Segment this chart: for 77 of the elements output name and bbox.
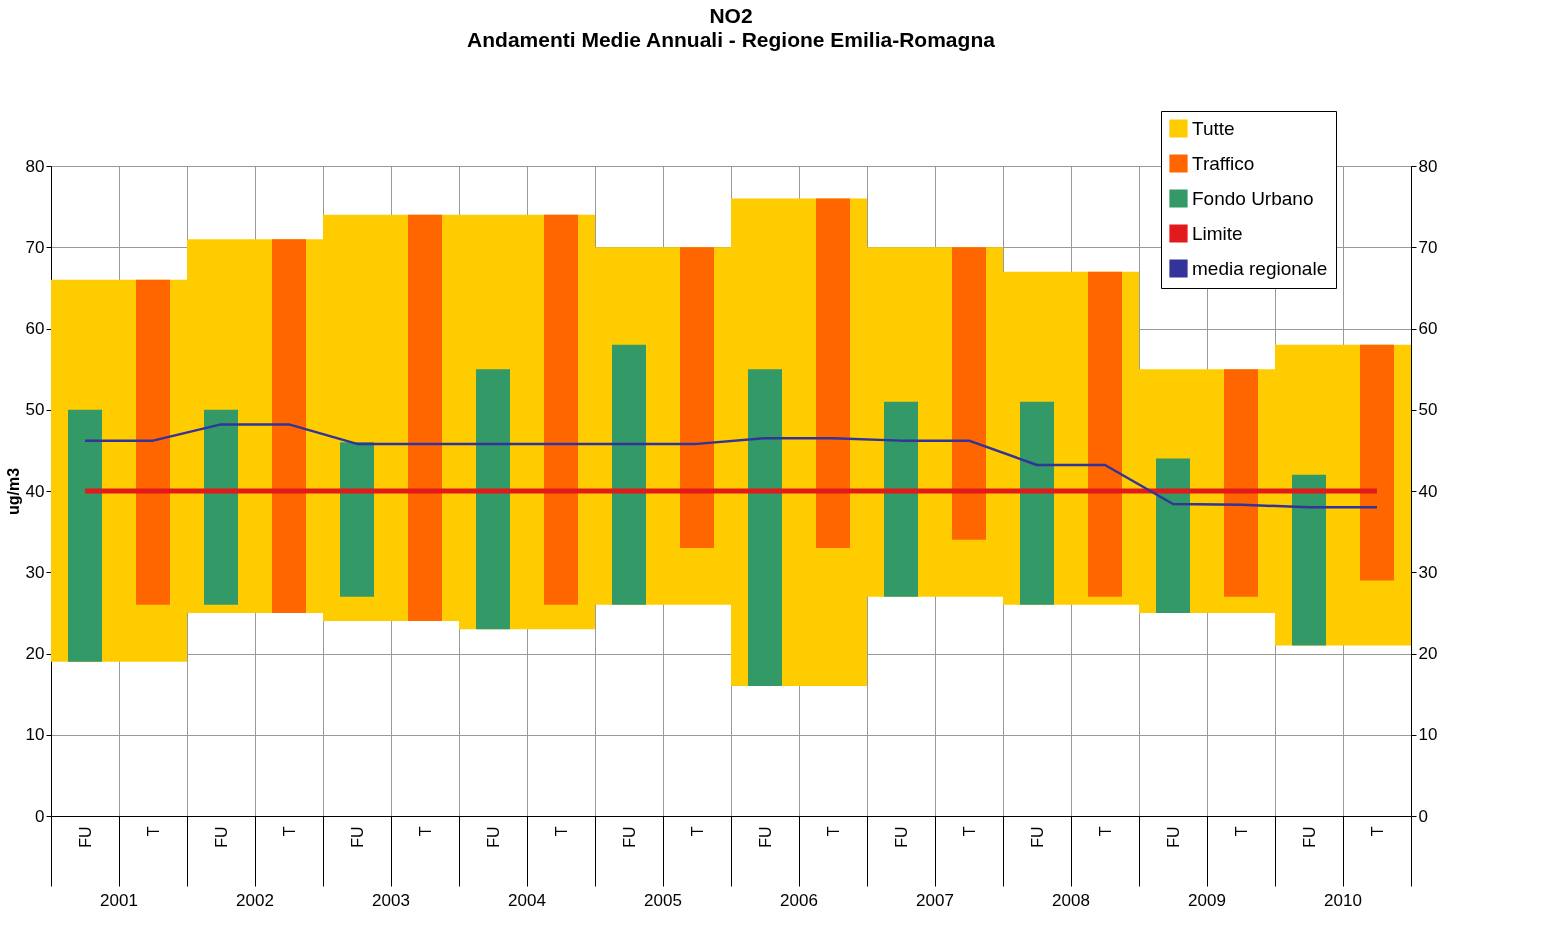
x-tick-label: FU — [484, 826, 502, 848]
x-tick-label: FU — [348, 826, 366, 848]
y2-tick-label: 10 — [1418, 725, 1438, 745]
x-tick-label: FU — [620, 826, 638, 848]
y-axis-title: ug/m3 — [4, 467, 22, 516]
x-tick-label: T — [824, 826, 842, 837]
bar — [1360, 344, 1394, 581]
text: 2005 — [644, 891, 682, 910]
legend-label: Tutte — [1192, 117, 1235, 139]
y2-tick-label: 60 — [1418, 319, 1438, 338]
y2-tick-label: 30 — [1418, 562, 1438, 582]
text: 2002 — [236, 891, 274, 910]
x-tick-label: T — [144, 826, 162, 837]
x-tick-label: T — [280, 826, 298, 837]
bar — [340, 442, 374, 597]
y-tick-label: 50 — [25, 400, 45, 420]
bar — [1224, 369, 1258, 597]
text: 2009 — [1188, 891, 1226, 910]
text: 2010 — [1324, 891, 1362, 910]
text: 2004 — [508, 891, 546, 910]
x-tick-label: T — [1096, 826, 1114, 837]
text: 2007 — [916, 891, 954, 910]
y2-tick-label: 80 — [1418, 156, 1438, 176]
line-series — [83, 423, 1379, 509]
y2-tick-label: 0 — [1418, 806, 1428, 826]
text: 2003 — [372, 891, 410, 910]
y-tick-label: 20 — [25, 644, 45, 663]
x-tick-label: T — [552, 826, 570, 837]
y-tick-label: 60 — [25, 319, 45, 338]
chart-title: NO2 — [709, 3, 753, 27]
text: 2006 — [780, 891, 818, 910]
legend-label: Traffico — [1192, 152, 1255, 174]
bar — [544, 214, 578, 605]
x-tick-label: T — [416, 826, 434, 837]
legend-label: Limite — [1192, 222, 1243, 244]
chart-subtitle: Andamenti Medie Annuali - Regione Emilia-Romagna — [467, 27, 996, 51]
bar — [884, 401, 918, 597]
bar — [204, 409, 238, 605]
text: 2001 — [100, 891, 138, 910]
y-tick-label: 30 — [25, 562, 45, 582]
bar — [1156, 458, 1190, 613]
bar — [1088, 271, 1122, 597]
x-tick-label: FU — [1300, 826, 1318, 848]
y-tick-label: 0 — [35, 806, 45, 826]
bar — [272, 239, 306, 613]
y2-tick-label: 50 — [1418, 400, 1438, 420]
y2-tick-label: 70 — [1418, 237, 1438, 257]
bar — [1020, 401, 1054, 605]
legend-label: Fondo Urbano — [1192, 187, 1314, 209]
y-tick-label: 10 — [25, 725, 45, 745]
bar — [612, 344, 646, 605]
x-tick-label: FU — [1164, 826, 1182, 848]
x-tick-label: T — [1232, 826, 1250, 837]
bar — [680, 247, 714, 548]
legend-label: media regionale — [1192, 257, 1328, 279]
x-tick-label: FU — [1028, 826, 1046, 848]
bar — [136, 279, 170, 605]
text: 2008 — [1052, 891, 1090, 910]
y-tick-label: 80 — [25, 156, 45, 176]
x-tick-label: FU — [756, 826, 774, 848]
x-tick-label: FU — [76, 826, 94, 848]
bar — [952, 247, 986, 540]
y2-tick-label: 40 — [1418, 481, 1438, 501]
x-tick-label: T — [960, 826, 978, 837]
x-tick-label: T — [688, 826, 706, 837]
bar — [476, 369, 510, 630]
y2-tick-label: 20 — [1418, 644, 1438, 663]
bar — [816, 198, 850, 548]
bar — [748, 369, 782, 686]
x-tick-label: FU — [212, 826, 230, 848]
bar — [1292, 474, 1326, 646]
bar — [408, 214, 442, 621]
x-tick-label: T — [1368, 826, 1386, 837]
x-tick-label: FU — [892, 826, 910, 848]
y-tick-label: 40 — [25, 481, 45, 501]
bar — [68, 409, 102, 662]
y-tick-label: 70 — [25, 237, 45, 257]
